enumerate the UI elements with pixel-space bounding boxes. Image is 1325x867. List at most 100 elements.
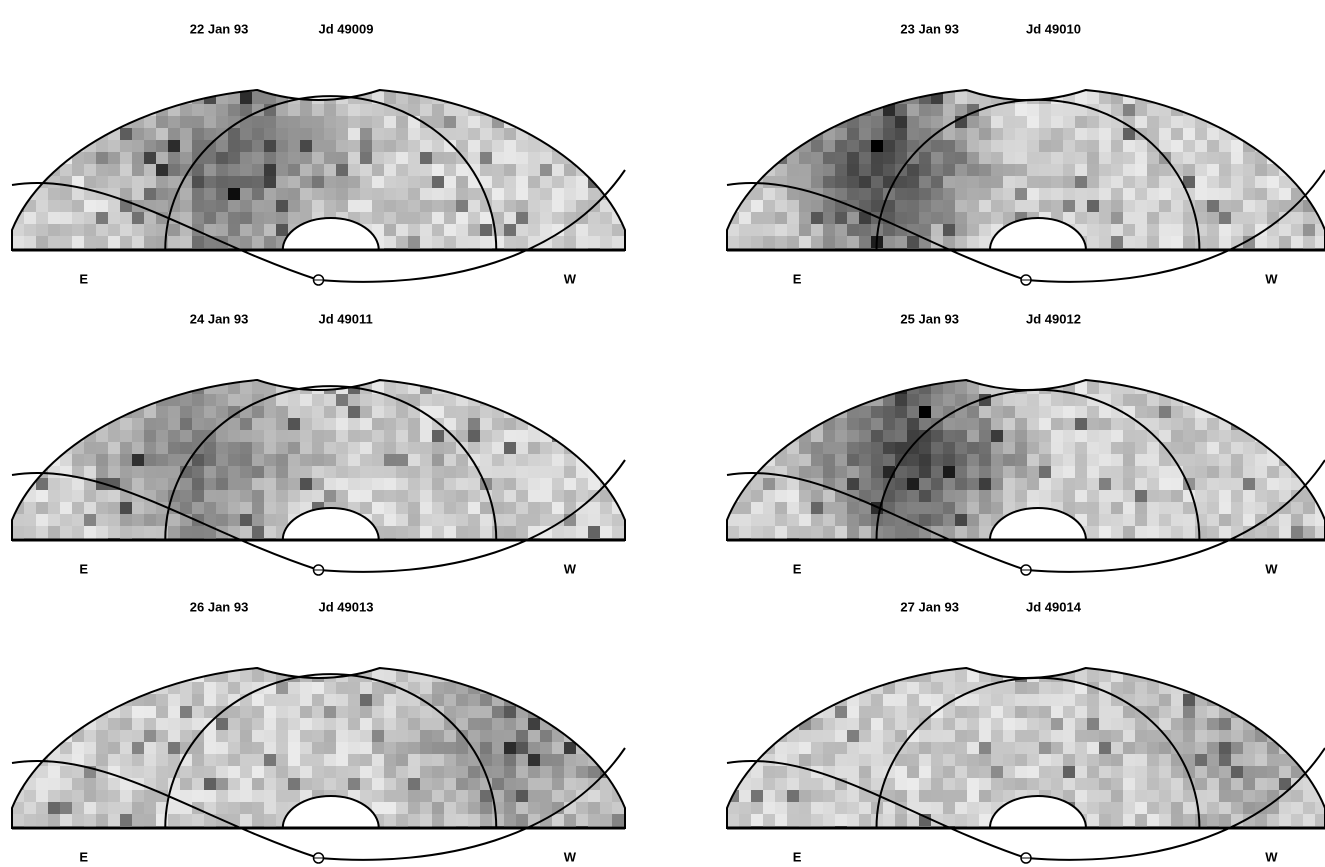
pixel [324,406,336,418]
pixel [943,394,955,406]
pixel [360,742,372,754]
pixel [12,682,24,694]
pixel [943,104,955,116]
pixel [1279,682,1291,694]
pixel [1219,778,1231,790]
pixel [919,718,931,730]
pixel [540,382,552,394]
pixel [1255,128,1267,140]
pixel [835,466,847,478]
pixel [1171,406,1183,418]
pixel [775,418,787,430]
pixel [120,730,132,742]
pixel [1195,212,1207,224]
pixel [336,706,348,718]
pixel [264,442,276,454]
pixel [24,526,36,538]
pixel [576,394,588,406]
pixel [1219,454,1231,466]
pixel [336,490,348,502]
pixel [624,742,625,754]
pixel [1063,478,1075,490]
pixel [979,128,991,140]
pixel [883,92,895,104]
pixel [360,766,372,778]
pixel [516,766,528,778]
pixel [799,790,811,802]
zenith-arc [988,507,1087,541]
pixel [240,670,252,682]
pixel [1303,668,1315,670]
pixel [600,104,612,116]
pixel [763,200,775,212]
pixel [1267,200,1279,212]
pixel [264,164,276,176]
pixel [1003,718,1015,730]
pixel [1195,814,1207,826]
pixel [1123,164,1135,176]
pixel [859,778,871,790]
pixel [516,116,528,128]
pixel [492,200,504,212]
pixel [264,454,276,466]
pixel [1027,754,1039,766]
pixel [1159,176,1171,188]
pixel [456,670,468,682]
pixel [504,778,516,790]
pixel [895,814,907,826]
pixel [228,224,240,236]
pixel [48,394,60,406]
pixel [907,418,919,430]
pixel [348,430,360,442]
pixel [811,394,823,406]
pixel [228,668,240,670]
pixel [1315,418,1325,430]
pixel [552,430,564,442]
pixel [1243,670,1255,682]
pixel [480,668,492,670]
jd-label: Jd 49014 [1026,599,1082,614]
pixel [835,754,847,766]
pixel [408,466,420,478]
pixel [1063,406,1075,418]
pixel [504,514,516,526]
pixel [48,682,60,694]
pixel [727,406,739,418]
pixel [763,380,775,382]
pixel [372,430,384,442]
pixel [60,802,72,814]
pixel [384,454,396,466]
pixel [979,466,991,478]
pixel [468,778,480,790]
pixel [1099,92,1111,104]
pixel [288,140,300,152]
west-label: W [564,271,577,286]
pixel [1015,730,1027,742]
pixel [895,394,907,406]
pixel [775,92,787,104]
pixel [1255,778,1267,790]
pixel [1159,814,1171,826]
pixel [24,140,36,152]
pixel [12,454,24,466]
pixel [384,200,396,212]
pixel [552,454,564,466]
pixel [384,382,396,394]
pixel [1051,694,1063,706]
pixel [384,526,396,538]
pixel [955,224,967,236]
pixel [144,742,156,754]
pixel [564,164,576,176]
pixel [835,128,847,140]
pixel [396,116,408,128]
pixel [847,382,859,394]
pixel [835,706,847,718]
pixel [552,814,564,826]
pixel [811,92,823,104]
pixel [1099,814,1111,826]
pixel [204,418,216,430]
pixel [480,442,492,454]
pixel [1303,92,1315,104]
pixel [72,694,84,706]
pixel [763,128,775,140]
